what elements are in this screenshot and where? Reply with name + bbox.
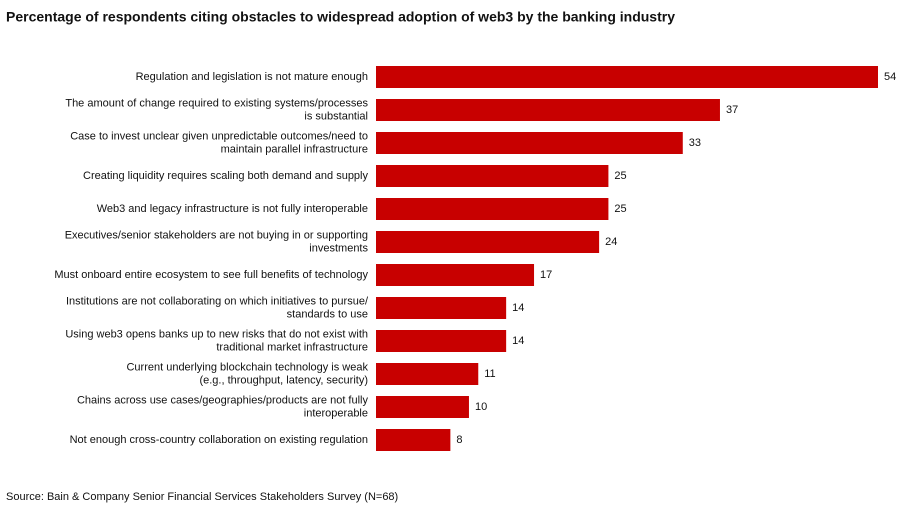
- value-label: 11: [484, 368, 495, 380]
- category-label: Institutions are not collaborating on wh…: [66, 295, 369, 320]
- category-label: The amount of change required to existin…: [65, 97, 368, 122]
- bar: [376, 330, 507, 352]
- bar: [376, 99, 720, 121]
- value-label: 54: [884, 71, 896, 83]
- source-note: Source: Bain & Company Senior Financial …: [6, 491, 398, 503]
- bar: [376, 297, 507, 319]
- value-label: 14: [512, 302, 524, 314]
- value-label: 14: [512, 335, 524, 347]
- category-label: Creating liquidity requires scaling both…: [83, 170, 368, 182]
- bar: [376, 429, 451, 451]
- bar: [376, 165, 609, 187]
- bar: [376, 396, 469, 418]
- value-label: 24: [605, 236, 617, 248]
- bar: [376, 363, 479, 385]
- category-label: Executives/senior stakeholders are not b…: [65, 229, 369, 254]
- bar: [376, 132, 683, 154]
- bar: [376, 198, 609, 220]
- value-label: 10: [475, 401, 487, 413]
- category-label: Using web3 opens banks up to new risks t…: [65, 328, 368, 353]
- category-label: Web3 and legacy infrastructure is not fu…: [97, 203, 368, 215]
- category-label: Not enough cross-country collaboration o…: [70, 434, 368, 446]
- bar: [376, 231, 600, 253]
- category-label: Chains across use cases/geographies/prod…: [77, 394, 369, 419]
- category-label: Current underlying blockchain technology…: [126, 361, 368, 386]
- value-label: 8: [456, 434, 462, 446]
- value-label: 25: [614, 203, 626, 215]
- chart-title: Percentage of respondents citing obstacl…: [6, 9, 675, 25]
- value-label: 33: [689, 137, 701, 149]
- value-label: 37: [726, 104, 738, 116]
- category-label: Regulation and legislation is not mature…: [136, 71, 368, 83]
- bar: [376, 66, 878, 88]
- bar: [376, 264, 535, 286]
- category-label: Case to invest unclear given unpredictab…: [70, 130, 368, 155]
- value-label: 17: [540, 269, 552, 281]
- value-label: 25: [614, 170, 626, 182]
- category-label: Must onboard entire ecosystem to see ful…: [54, 269, 368, 281]
